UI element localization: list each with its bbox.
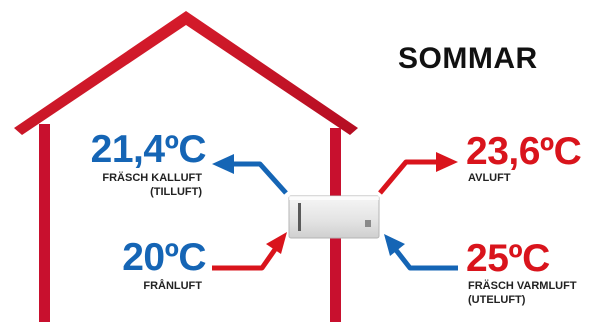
outdoor-air-temp: 25ºC [466,239,550,278]
extract-air-temp: 20ºC [88,238,206,277]
supply-air-label: FRÄSCH KALLUFT [80,171,202,185]
outdoor-arrow-icon [384,234,458,268]
season-title: SOMMAR [398,42,538,76]
supply-air-sublabel: (TILLUFT) [80,185,202,199]
exhaust-air-temp: 23,6ºC [466,132,581,171]
exhaust-arrow-icon [380,152,458,193]
ventilation-unit-icon [289,196,379,238]
exhaust-air-label: AVLUFT [468,171,511,185]
extract-arrow-icon [212,232,287,268]
extract-air-label: FRÅNLUFT [80,279,202,293]
supply-arrow-icon [212,154,286,193]
outdoor-air-label: FRÄSCH VARMLUFT [468,279,577,293]
outdoor-air-sublabel: (UTELUFT) [468,293,525,307]
supply-air-temp: 21,4ºC [78,130,206,169]
